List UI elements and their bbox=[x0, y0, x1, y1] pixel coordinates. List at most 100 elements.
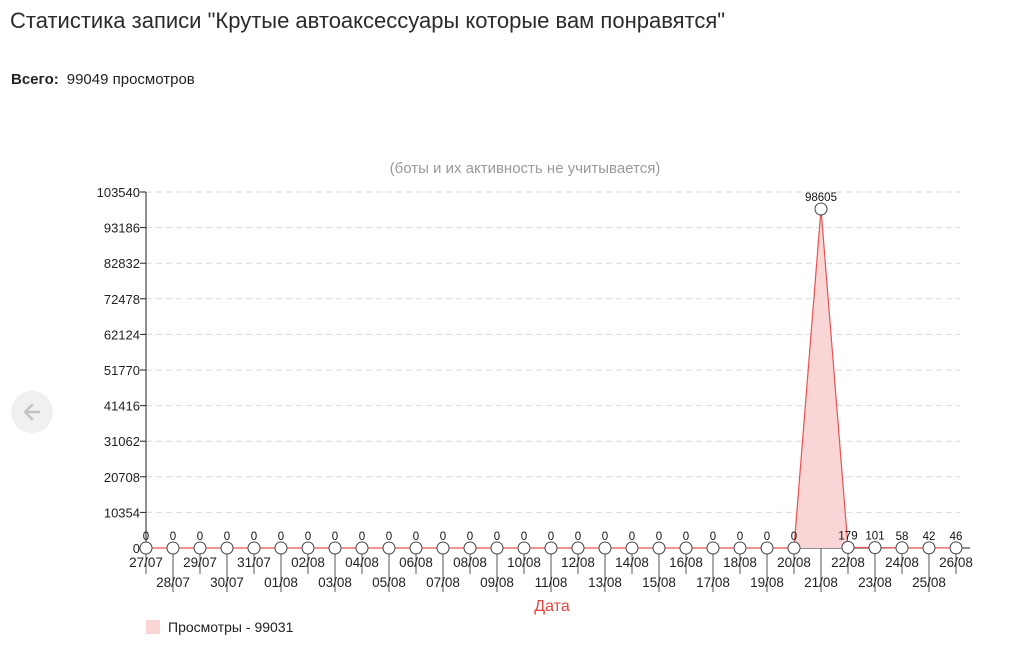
data-point bbox=[355, 541, 369, 555]
x-tick-label: 20/08 bbox=[777, 555, 811, 570]
y-tick-label: 93186 bbox=[104, 221, 140, 236]
data-label: 0 bbox=[521, 531, 527, 543]
data-label: 0 bbox=[629, 531, 635, 543]
y-tick-label: 72478 bbox=[104, 292, 140, 307]
y-tick-label: 62124 bbox=[104, 327, 140, 342]
y-tick-label: 51770 bbox=[104, 363, 140, 378]
data-point bbox=[841, 540, 855, 554]
data-point bbox=[490, 541, 504, 555]
data-point bbox=[517, 541, 531, 555]
x-tick-label: 10/08 bbox=[507, 555, 541, 570]
data-point bbox=[733, 541, 747, 555]
x-tick-label: 28/07 bbox=[156, 575, 190, 590]
data-label: 0 bbox=[359, 531, 365, 543]
data-label: 0 bbox=[278, 531, 284, 543]
previous-period-button[interactable] bbox=[11, 391, 53, 433]
y-tick-label: 31062 bbox=[104, 434, 140, 449]
data-label: 0 bbox=[143, 531, 149, 543]
x-tick-label: 04/08 bbox=[345, 555, 379, 570]
data-point bbox=[139, 541, 153, 555]
data-point bbox=[706, 541, 720, 555]
x-tick-label: 26/08 bbox=[939, 555, 973, 570]
data-point bbox=[598, 541, 612, 555]
x-tick-label: 13/08 bbox=[588, 575, 622, 590]
x-tick-label: 05/08 bbox=[372, 575, 406, 590]
data-label: 0 bbox=[224, 531, 230, 543]
data-label: 42 bbox=[923, 531, 936, 543]
data-label: 0 bbox=[413, 531, 419, 543]
x-tick-label: 30/07 bbox=[210, 575, 244, 590]
x-tick-label: 03/08 bbox=[318, 575, 352, 590]
data-point bbox=[463, 541, 477, 555]
data-point bbox=[895, 541, 909, 555]
data-point bbox=[301, 541, 315, 555]
y-tick-label: 103540 bbox=[97, 185, 140, 200]
x-tick-label: 09/08 bbox=[480, 575, 514, 590]
data-point bbox=[247, 541, 261, 555]
data-label: 98605 bbox=[805, 192, 837, 204]
data-point bbox=[544, 541, 558, 555]
y-tick-label: 10354 bbox=[104, 505, 140, 520]
data-label: 0 bbox=[332, 531, 338, 543]
x-tick-label: 14/08 bbox=[615, 555, 649, 570]
data-label: 0 bbox=[305, 531, 311, 543]
data-point bbox=[814, 202, 828, 216]
y-tick-label: 41416 bbox=[104, 399, 140, 414]
x-tick-label: 31/07 bbox=[237, 555, 271, 570]
x-tick-label: 21/08 bbox=[804, 575, 838, 590]
data-point bbox=[949, 541, 963, 555]
data-label: 0 bbox=[764, 531, 770, 543]
x-tick-label: 06/08 bbox=[399, 555, 433, 570]
data-label: 0 bbox=[710, 531, 716, 543]
total-views: Всего: 99049 просмотров bbox=[11, 71, 195, 88]
x-tick-label: 16/08 bbox=[669, 555, 703, 570]
data-label: 58 bbox=[896, 531, 909, 543]
data-label: 46 bbox=[950, 531, 963, 543]
x-tick-label: 11/08 bbox=[535, 575, 568, 590]
x-tick-label: 24/08 bbox=[885, 555, 919, 570]
x-tick-label: 07/08 bbox=[426, 575, 460, 590]
data-point bbox=[868, 541, 882, 555]
data-point bbox=[166, 541, 180, 555]
data-label: 0 bbox=[251, 531, 257, 543]
data-point bbox=[274, 541, 288, 555]
data-point bbox=[220, 541, 234, 555]
x-tick-label: 01/08 bbox=[264, 575, 298, 590]
page-title: Статистика записи "Крутые автоаксессуары… bbox=[10, 8, 726, 33]
data-label: 0 bbox=[386, 531, 392, 543]
y-tick-label: 20708 bbox=[104, 470, 140, 485]
total-label: Всего: bbox=[11, 71, 59, 88]
total-value: 99049 просмотров bbox=[66, 71, 195, 88]
data-label: 0 bbox=[170, 531, 176, 543]
y-tick-label: 0 bbox=[133, 541, 140, 556]
data-label: 0 bbox=[602, 531, 608, 543]
data-label: 0 bbox=[737, 531, 743, 543]
data-point bbox=[409, 541, 423, 555]
data-point bbox=[382, 541, 396, 555]
data-point bbox=[760, 541, 774, 555]
data-label: 0 bbox=[440, 531, 446, 543]
x-tick-label: 29/07 bbox=[183, 555, 217, 570]
data-point bbox=[679, 541, 693, 555]
x-tick-label: 23/08 bbox=[858, 575, 892, 590]
x-tick-label: 02/08 bbox=[291, 555, 325, 570]
data-label: 0 bbox=[683, 531, 689, 543]
data-label: 0 bbox=[494, 531, 500, 543]
data-label: 179 bbox=[838, 530, 857, 542]
legend-label: Просмотры - 99031 bbox=[168, 619, 294, 635]
x-tick-label: 08/08 bbox=[453, 555, 487, 570]
chart-subtitle: (боты и их активность не учитывается) bbox=[389, 160, 661, 177]
y-tick-label: 82832 bbox=[104, 256, 140, 271]
x-tick-label: 12/08 bbox=[561, 555, 595, 570]
data-label: 0 bbox=[656, 531, 662, 543]
arrow-left-icon bbox=[23, 403, 41, 421]
data-point bbox=[193, 541, 207, 555]
data-label: 0 bbox=[467, 531, 473, 543]
data-point bbox=[625, 541, 639, 555]
x-tick-label: 27/07 bbox=[129, 555, 163, 570]
chart-legend: Просмотры - 99031 bbox=[146, 619, 293, 635]
data-point bbox=[787, 541, 801, 555]
data-point bbox=[571, 541, 585, 555]
x-tick-label: 25/08 bbox=[912, 575, 946, 590]
